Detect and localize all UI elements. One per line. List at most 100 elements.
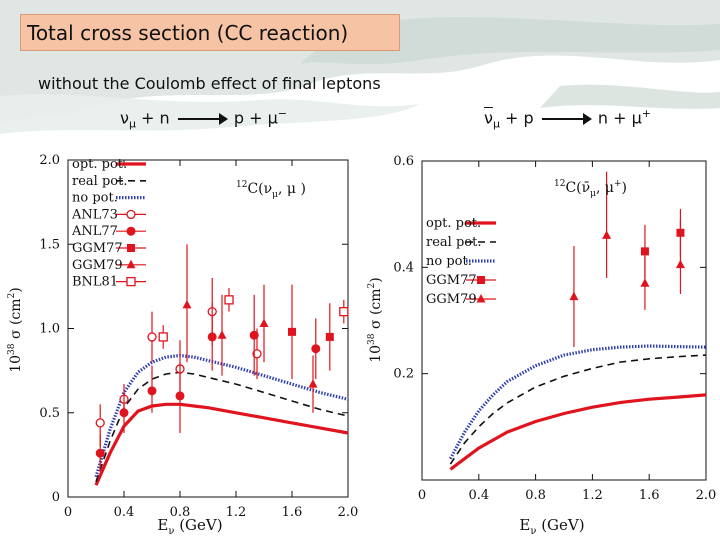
chart-title-sub: μ	[590, 189, 596, 199]
reaction-right-rhs-sup: +	[641, 107, 651, 120]
slide-subtitle: without the Coulomb effect of final lept…	[38, 74, 381, 93]
slide-title-box: Total cross section (CC reaction)	[20, 14, 400, 51]
y-axis-label-sup: 2	[7, 293, 17, 299]
y-axis-label: 1038 σ (cm2)	[7, 287, 24, 373]
x-tick-label: 0.8	[525, 488, 546, 503]
data-point-ggm77	[325, 332, 334, 341]
y-axis-label-exp: 38	[7, 343, 17, 355]
data-point-ggm79	[675, 259, 685, 269]
chart-title-mass: 12	[236, 180, 247, 190]
legend-label: opt. pot.	[426, 216, 481, 231]
chart-title-sup: +	[614, 179, 622, 189]
data-point-anl77	[119, 408, 129, 418]
legend-label: GGM79	[426, 292, 477, 307]
legend-marker	[477, 276, 485, 284]
chart-title: 12C(ν̄μ, μ+)	[554, 179, 627, 199]
legend-marker	[126, 209, 136, 220]
data-point-ggm77	[288, 327, 296, 336]
reaction-left: νμ + n p + μ−	[120, 107, 287, 131]
y-axis-label-main: σ (cm	[8, 298, 24, 343]
chart-title-sub: μ	[272, 190, 278, 200]
y-tick-label: 0	[52, 490, 60, 505]
chart-title-elem: C(ν̄	[565, 180, 590, 196]
reaction-left-lhs: ν	[120, 108, 129, 128]
reaction-left-lhs-sub: μ	[128, 117, 136, 131]
y-axis-label-end: )	[368, 277, 384, 282]
reaction-right-arrow-icon	[541, 112, 592, 125]
legend-marker	[126, 259, 136, 269]
series-line-nopot	[94, 353, 349, 478]
legend-label: no pot.	[72, 191, 118, 206]
chart-left: 0 0.4 0.8 1.2 1.6 2.0 0 0.5 1.0 1.5 2.0 opt. pot. re…	[7, 153, 359, 537]
y-tick-label: 2.0	[39, 153, 60, 168]
data-point-ggm79	[569, 291, 579, 301]
data-point-ggm77	[640, 247, 649, 256]
chart-title: 12C(νμ, μ )	[236, 180, 306, 200]
x-tick-label: 1.2	[582, 488, 603, 503]
slide-title: Total cross section (CC reaction)	[27, 21, 349, 45]
reaction-left-rhs: p + μ	[233, 108, 278, 128]
chart-title-rest: , μ	[596, 180, 614, 196]
data-point-ggm79	[640, 278, 650, 287]
y-axis-label-sup: 2	[367, 283, 377, 289]
reaction-right-lhs: ν	[484, 108, 493, 128]
x-tick-label: 1.6	[282, 505, 303, 520]
data-point-anl77	[311, 344, 321, 354]
reaction-left-lhs-rest: + n	[135, 108, 170, 128]
x-tick-label: 2.0	[338, 505, 359, 520]
x-tick-label: 2.0	[696, 488, 717, 503]
data-point-anl77	[249, 330, 259, 340]
x-axis-label-sub: ν	[530, 526, 536, 537]
y-tick-label: 1.5	[39, 237, 60, 252]
y-axis-label-pre: 10	[368, 345, 384, 363]
legend-marker	[127, 244, 135, 252]
x-axis-label: Eν (GeV)	[157, 516, 222, 537]
legend-label: real pot.	[426, 235, 481, 250]
y-axis-label-end: )	[8, 287, 24, 292]
reaction-right-lhs-rest: + p	[499, 108, 534, 128]
x-axis-label-rest: (GeV)	[174, 516, 222, 534]
series-line-nopot	[448, 344, 707, 460]
y-axis-label-pre: 10	[8, 355, 24, 373]
data-point-anl77	[175, 391, 185, 401]
x-tick-label: 1.6	[639, 488, 660, 503]
y-tick-label: 1.0	[39, 322, 60, 337]
x-axis-label-sub: ν	[168, 526, 174, 537]
data-point-ggm79	[217, 330, 227, 339]
y-axis-label-exp: 38	[367, 333, 377, 345]
legend-label: BNL81	[72, 275, 118, 290]
y-axis-label: 1038 σ (cm2)	[367, 277, 384, 363]
data-point-anl77	[147, 386, 157, 396]
legend-label: no pot.	[426, 254, 472, 269]
x-axis-label-main: E	[157, 516, 168, 534]
x-axis-label-main: E	[519, 516, 530, 534]
y-axis-label-main: σ (cm	[368, 288, 384, 333]
legend-label: ANL73	[71, 207, 118, 222]
reaction-left-arrow-icon	[177, 112, 228, 125]
data-point-anl73	[147, 332, 157, 342]
legend-label: opt. pot.	[72, 157, 127, 172]
reaction-right: νμ + p n + μ+	[484, 107, 651, 131]
data-point-anl77	[207, 332, 217, 342]
data-point-anl77	[95, 448, 105, 458]
reaction-right-lhs-sub: μ	[492, 117, 500, 131]
legend: opt. pot. real pot. no pot.ANL73 ANL77 GGM77…	[71, 157, 127, 290]
x-axis-label: Eν (GeV)	[519, 516, 584, 537]
legend-marker	[126, 226, 136, 236]
chart-title-end: )	[622, 180, 627, 196]
y-tick-label: 0.4	[393, 260, 414, 275]
x-tick-label: 0.4	[114, 505, 135, 520]
reaction-left-rhs-sup: −	[277, 107, 287, 120]
data-point-ggm79	[182, 299, 192, 309]
data-point-ggm79	[259, 318, 269, 327]
chart-right: 0 0.4 0.8 1.2 1.6 2.0 0.2 0.4 0.6 opt. pot. real p…	[367, 154, 717, 537]
data-point-anl73	[252, 349, 262, 359]
chart-right-panel: 0 0.4 0.8 1.2 1.6 2.0 0.2 0.4 0.6 opt. pot. real p…	[362, 140, 720, 540]
x-tick-label: 0.4	[468, 488, 489, 503]
chart-title-elem: C(ν	[247, 181, 272, 197]
chart-title-rest: , μ )	[278, 181, 306, 197]
legend-label: real pot.	[72, 174, 127, 189]
legend-label: ANL77	[71, 224, 118, 239]
chart-title-mass: 12	[554, 179, 565, 189]
legend-marker	[476, 294, 486, 303]
